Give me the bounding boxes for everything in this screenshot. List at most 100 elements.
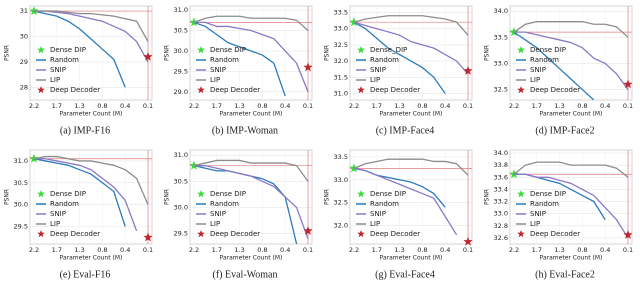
series-line [353, 15, 469, 36]
x-tick-label: 1.3 [234, 102, 244, 110]
legend-swatch [197, 86, 205, 94]
legend-swatch [357, 86, 365, 94]
legend-label: LIP [50, 76, 60, 84]
caption: (h) Eval-Face2 [535, 269, 595, 280]
legend-label: Dense_DIP [370, 46, 407, 54]
y-tick-label: 32.5 [494, 86, 508, 94]
legend-label: Random [530, 200, 559, 208]
caption: (a) IMP-F16 [60, 125, 110, 136]
series-line [353, 158, 469, 176]
x-axis-label: Parameter Count (M) [380, 111, 443, 118]
plot-area [29, 149, 153, 245]
y-axis-label: PSNR [4, 189, 11, 205]
series-line [193, 15, 309, 32]
legend-label: LIP [530, 76, 540, 84]
legend-label: LIP [210, 220, 220, 228]
y-axis-label: PSNR [484, 189, 491, 205]
y-tick-label: 29.0 [174, 88, 188, 96]
x-axis-label: Parameter Count (M) [220, 111, 283, 118]
legend-label: Dense DIP [210, 46, 246, 54]
y-tick-label: 33.4 [494, 185, 508, 193]
legend-swatch [37, 46, 45, 54]
star-marker [303, 226, 313, 235]
caption: (d) IMP-Face2 [535, 125, 594, 136]
x-tick-label: 0.8 [97, 102, 107, 110]
x-tick-label: 1.7 [372, 102, 382, 110]
x-tick-label: 0.8 [257, 102, 267, 110]
x-tick-label: 2.2 [189, 246, 199, 254]
series-line [33, 158, 126, 227]
legend-label: Deep Decoder [50, 230, 100, 238]
star-marker [463, 65, 473, 75]
series-line [353, 167, 458, 236]
legend-label: LIP [210, 76, 220, 84]
y-tick-label: 31 [20, 7, 28, 15]
y-tick-label: 33.5 [334, 8, 348, 16]
x-tick-label: 1.3 [394, 246, 404, 254]
legend-label: SNIP [370, 210, 386, 218]
legend-label: Random [370, 56, 399, 64]
series-line [34, 10, 149, 63]
legend-swatch [37, 86, 45, 94]
x-tick-label: 0.1 [303, 246, 313, 254]
legend-label: SNIP [50, 66, 66, 74]
x-tick-label: 1.3 [74, 246, 84, 254]
x-tick-label: 0.4 [440, 246, 450, 254]
x-tick-label: 0.1 [463, 102, 473, 110]
plot-area [189, 5, 313, 101]
legend-label: SNIP [530, 210, 546, 218]
caption: (g) Eval-Face4 [375, 269, 435, 280]
y-tick-label: 29.5 [14, 223, 28, 231]
y-tick-label: 29.5 [174, 230, 188, 238]
caption: (b) IMP-Woman [212, 125, 278, 136]
x-tick-label: 0.1 [143, 102, 153, 110]
legend-label: Dense DIP [50, 46, 86, 54]
caption: (e) Eval-F16 [60, 269, 111, 280]
y-tick-label: 32.5 [334, 41, 348, 49]
y-tick-label: 32.0 [334, 57, 348, 65]
panel: 29.5 30.0 30.5 31.0 2.2 1.7 1.3 0.8 0.4 0.1 Parame… [4, 149, 153, 280]
y-tick-label: 33.5 [494, 33, 508, 41]
x-tick-label: 2.2 [189, 102, 199, 110]
legend-label: SNIP [50, 210, 66, 218]
series-line [514, 31, 629, 90]
x-tick-label: 0.1 [623, 102, 633, 110]
y-tick-label: 33.0 [334, 176, 348, 184]
series-line [514, 173, 629, 239]
legend-label: LIP [370, 220, 380, 228]
x-tick-label: 1.7 [212, 102, 222, 110]
star-marker [303, 62, 313, 72]
legend-swatch [37, 230, 45, 238]
legend-swatch [357, 190, 365, 198]
legend-swatch [517, 230, 525, 238]
legend-label: Dense DIP [210, 190, 246, 198]
x-tick-label: 0.4 [600, 102, 610, 110]
y-tick-label: 30.0 [174, 203, 188, 211]
caption: (f) Eval-Woman [213, 269, 278, 280]
y-tick-label: 34.0 [494, 7, 508, 15]
panel: 32.5 33.0 33.5 34.0 2.2 1.7 1.3 0.8 0.4 0.1 Parame… [484, 5, 633, 136]
x-tick-label: 1.3 [394, 102, 404, 110]
x-tick-label: 2.2 [349, 102, 359, 110]
x-tick-label: 0.4 [280, 246, 290, 254]
x-tick-label: 1.3 [554, 246, 564, 254]
series-line [33, 10, 126, 88]
legend-label: SNIP [370, 66, 386, 74]
legend-swatch [357, 230, 365, 238]
legend-label: SNIP [530, 66, 546, 74]
star-marker [623, 229, 633, 239]
y-tick-label: 33.0 [494, 210, 508, 218]
x-tick-label: 0.8 [417, 102, 427, 110]
y-axis-label: PSNR [324, 45, 331, 61]
x-tick-label: 0.1 [463, 246, 473, 254]
x-tick-label: 0.8 [577, 246, 587, 254]
legend-label: Dense DIP [530, 190, 566, 198]
panel: 29.0 29.5 30.0 30.5 31.0 2.2 1.7 1.3 0.8 0.4 0.1 Pa… [164, 5, 313, 136]
plot-area [29, 5, 153, 101]
x-tick-label: 0.4 [120, 102, 130, 110]
y-tick-label: 31.5 [334, 73, 348, 81]
legend-swatch [197, 230, 205, 238]
x-tick-label: 1.7 [532, 246, 542, 254]
y-tick-label: 33.2 [494, 198, 508, 206]
series-line [34, 10, 149, 42]
